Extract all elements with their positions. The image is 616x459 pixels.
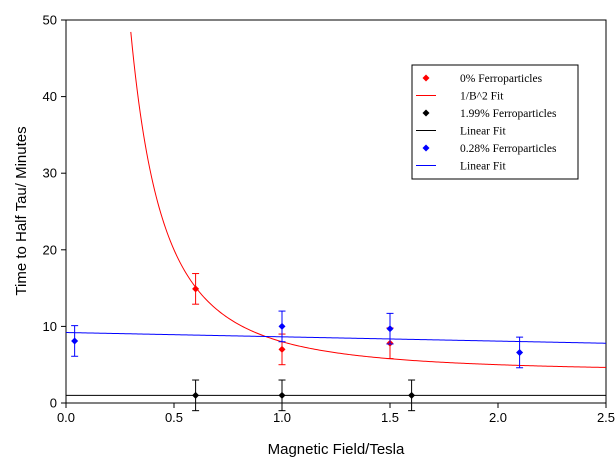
y-tick-label: 30 <box>43 166 57 181</box>
y-tick-label: 40 <box>43 89 57 104</box>
data-point-2-0 <box>192 379 200 412</box>
marker <box>386 325 394 333</box>
plot-area <box>65 19 607 404</box>
data-point-4-3 <box>516 336 524 369</box>
legend-label: 1.99% Ferroparticles <box>460 108 557 120</box>
marker <box>278 322 286 330</box>
marker <box>278 345 286 353</box>
legend-label: 0% Ferroparticles <box>460 73 543 85</box>
axes: 0.0 0.5 1.0 1.5 2.0 2.5 0 10 20 30 40 50 <box>43 13 616 426</box>
y-tick-label: 20 <box>43 242 57 257</box>
plot-frame <box>65 19 607 404</box>
y-tick-label: 0 <box>50 396 57 411</box>
x-tick-label: 0.5 <box>165 410 183 425</box>
legend-entry-3: Linear Fit <box>416 126 506 138</box>
fit-lines <box>66 31 606 396</box>
x-tick-label: 0.0 <box>57 410 75 425</box>
legend-entry-4: 0.28% Ferroparticles <box>422 143 557 155</box>
x-tick-label: 1.5 <box>381 410 399 425</box>
y-axis-label: Time to Half Tau/ Minutes <box>13 126 30 295</box>
legend-entry-5: Linear Fit <box>416 161 506 173</box>
x-axis-label: Magnetic Field/Tesla <box>268 441 405 458</box>
x-tick-label: 2.0 <box>489 410 507 425</box>
legend-label: Linear Fit <box>460 161 506 173</box>
fit-line-1 <box>130 31 606 368</box>
legend-entry-1: 1/B^2 Fit <box>416 91 504 103</box>
data-point-0-1 <box>278 333 286 366</box>
y-tick-label: 50 <box>43 13 57 28</box>
legend-swatch-marker <box>422 144 430 152</box>
x-tick-label: 1.0 <box>273 410 291 425</box>
legend-swatch-marker <box>422 109 430 117</box>
data-point-4-0 <box>71 325 79 357</box>
legend-swatch-marker <box>422 74 430 82</box>
x-tick-label: 2.5 <box>597 410 615 425</box>
marker <box>408 391 416 399</box>
legend: 0% Ferroparticles 1/B^2 Fit 1.99% Ferropar… <box>411 64 579 180</box>
legend-label: Linear Fit <box>460 126 506 138</box>
marker <box>71 337 79 345</box>
legend-entry-0: 0% Ferroparticles <box>422 73 543 85</box>
marker <box>516 348 524 356</box>
data-point-2-2 <box>408 379 416 412</box>
marker <box>192 391 200 399</box>
data-point-4-2 <box>386 312 394 345</box>
data-point-4-1 <box>278 310 286 343</box>
fit-line-5 <box>66 332 606 344</box>
legend-entry-2: 1.99% Ferroparticles <box>422 108 557 120</box>
legend-label: 1/B^2 Fit <box>460 91 504 103</box>
legend-box <box>411 64 579 180</box>
marker <box>192 285 200 293</box>
data-points <box>71 273 524 412</box>
legend-label: 0.28% Ferroparticles <box>460 143 557 155</box>
marker <box>278 391 286 399</box>
data-point-0-0 <box>192 273 200 305</box>
y-tick-label: 10 <box>43 319 57 334</box>
